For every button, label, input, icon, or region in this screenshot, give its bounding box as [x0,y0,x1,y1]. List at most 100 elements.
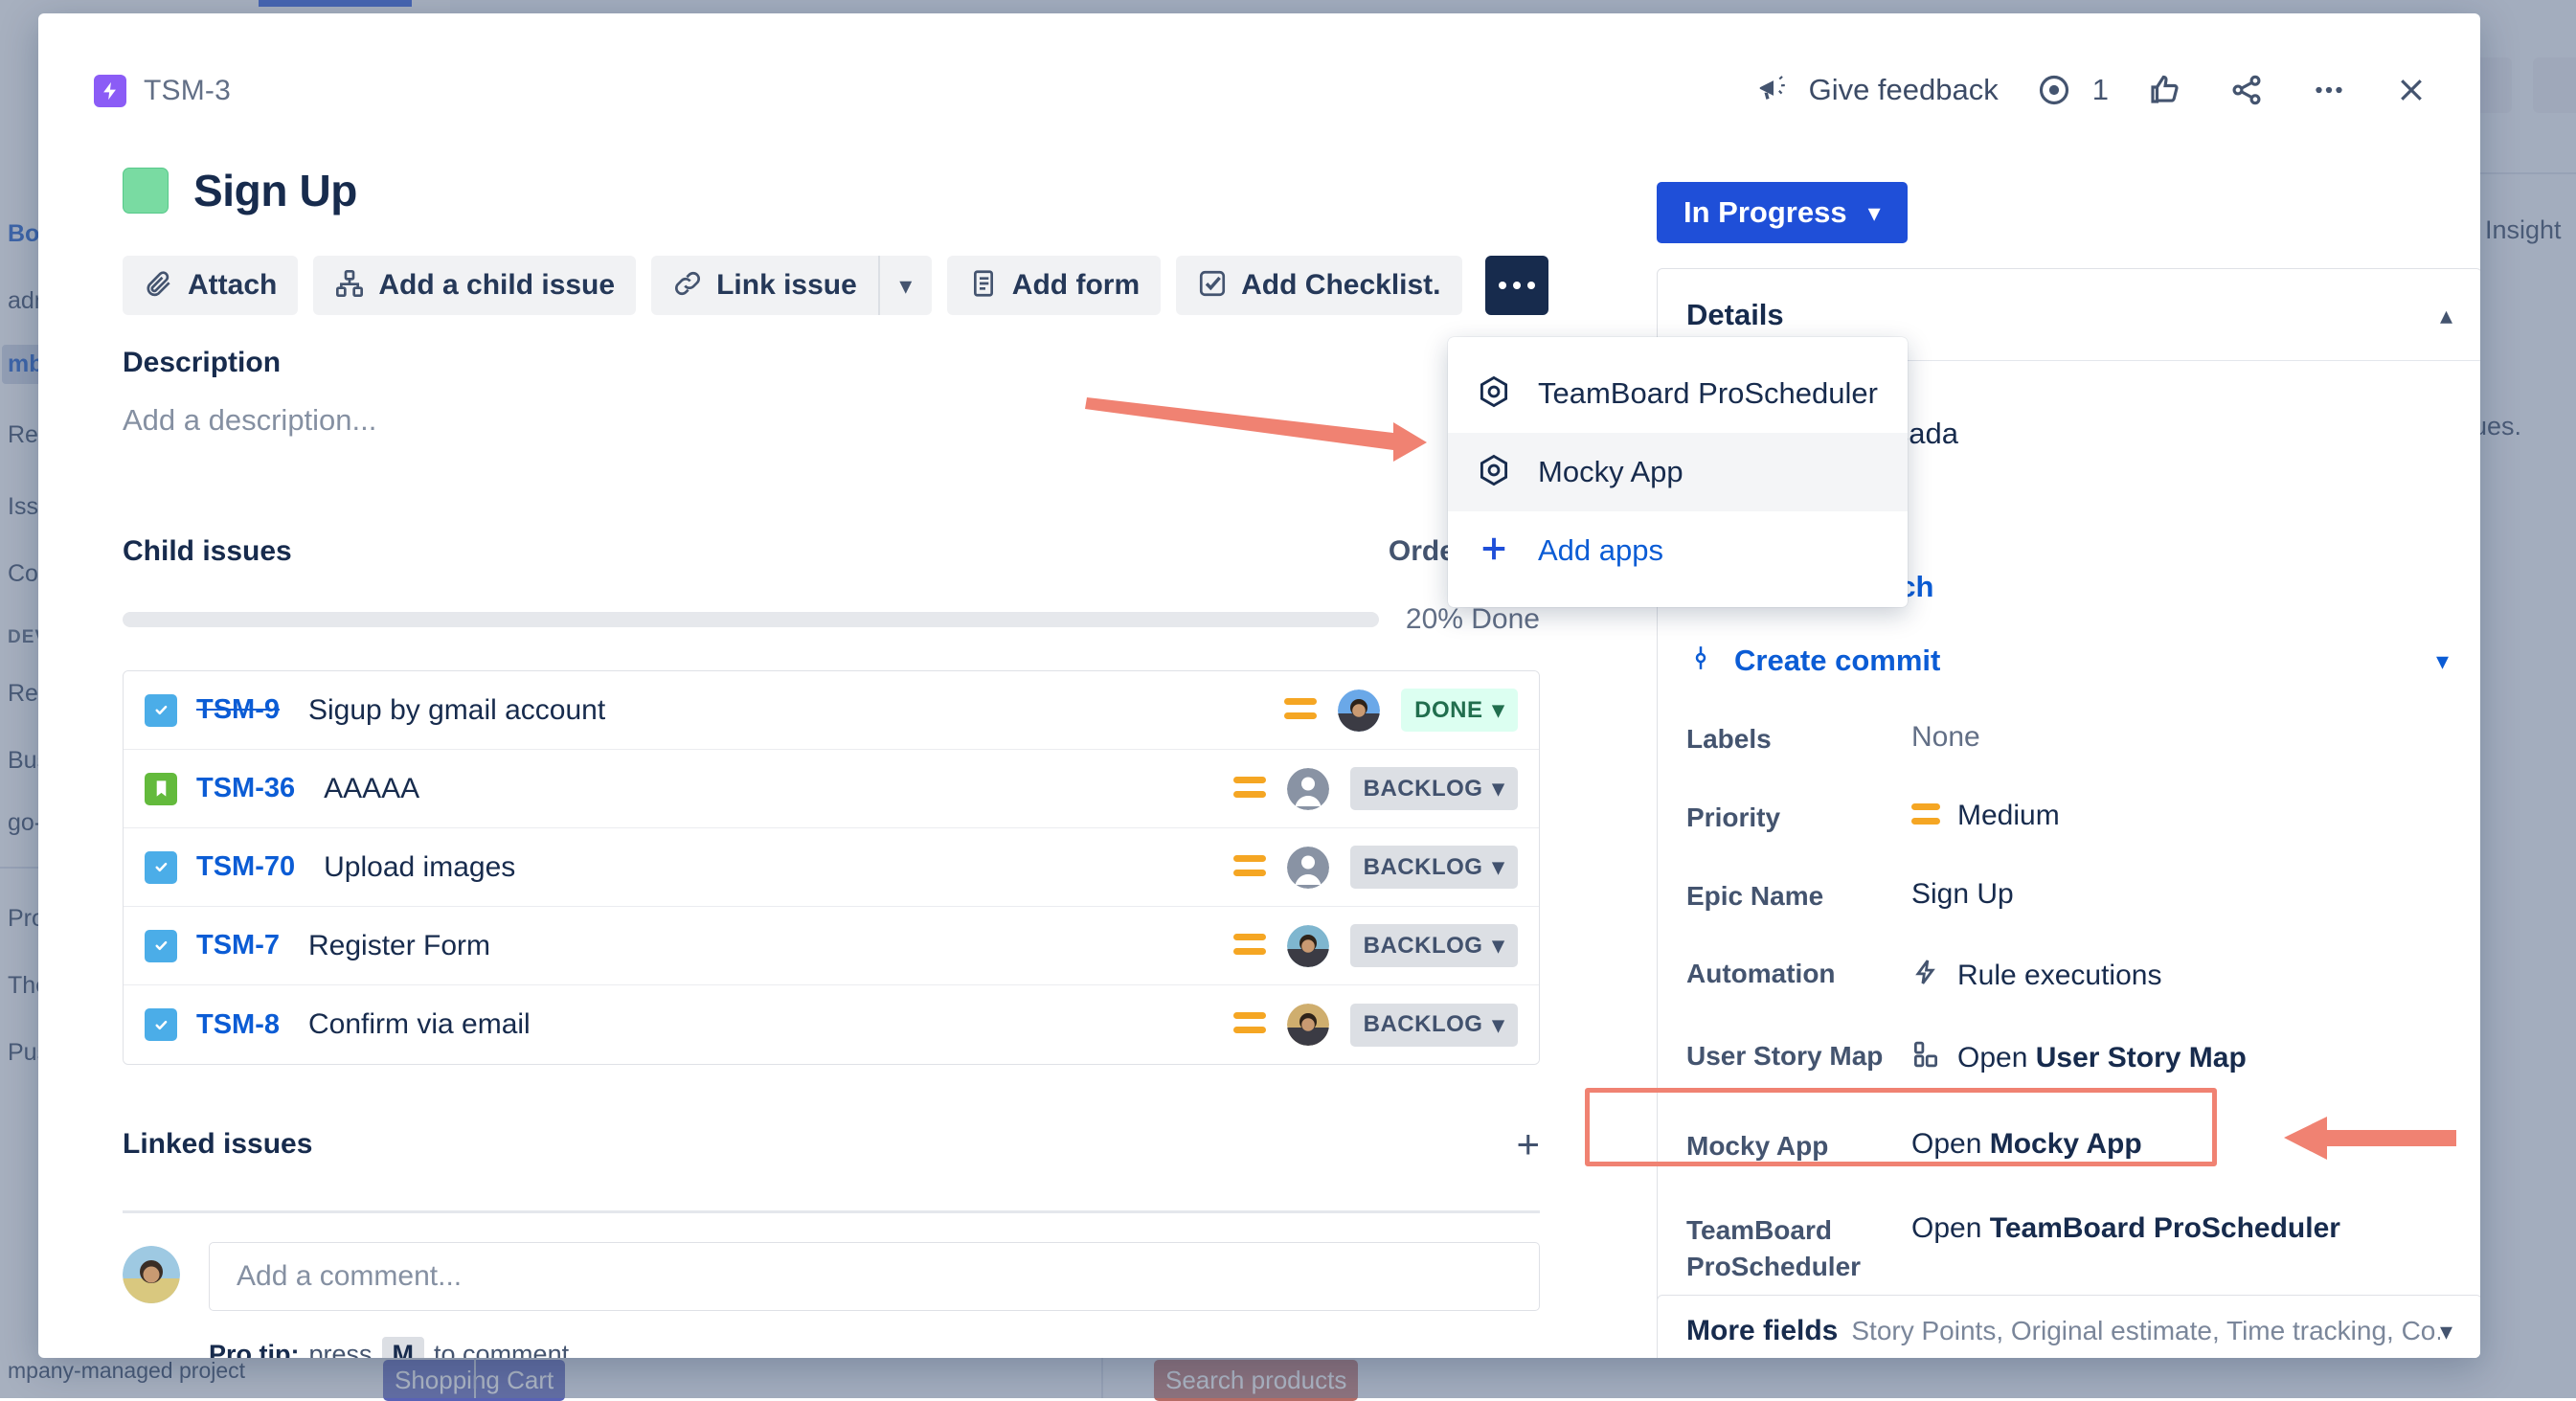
form-icon [968,268,999,304]
close-icon[interactable] [2384,63,2438,117]
status-badge[interactable]: DONE▾ [1401,689,1518,732]
status-badge-label: BACKLOG [1364,933,1483,960]
breadcrumb-issue-key[interactable]: TSM-3 [144,75,231,107]
add-linked-issue-button[interactable]: + [1516,1124,1540,1164]
add-form-button[interactable]: Add form [947,256,1161,315]
status-badge-label: BACKLOG [1364,1011,1483,1038]
issue-title[interactable]: Sign Up [193,165,357,216]
attach-button[interactable]: Attach [123,256,298,315]
chevron-down-icon: ▾ [1492,1011,1504,1039]
status-badge[interactable]: BACKLOG▾ [1350,767,1518,810]
comment-protip: Pro tip: press M to comment [209,1337,569,1358]
child-issue-key[interactable]: TSM-9 [196,694,280,726]
menu-item-add-apps[interactable]: Add apps [1448,511,1908,590]
watch-button[interactable]: 1 [2027,63,2109,117]
table-row[interactable]: TSM-8 Confirm via email BACKLOG ▾ [124,985,1539,1064]
avatar[interactable] [1287,925,1329,967]
protip-key: M [382,1337,425,1358]
breadcrumb[interactable]: TSM-3 [94,75,231,107]
child-issue-key[interactable]: TSM-36 [196,773,295,804]
field-value[interactable]: Open TeamBoard ProScheduler [1911,1212,2340,1245]
child-issue-summary[interactable]: Sigup by gmail account [308,694,1284,727]
link-issue-caret-button[interactable]: ▾ [878,256,932,315]
progress-track [123,612,1379,627]
menu-item-mocky-app[interactable]: Mocky App [1448,433,1908,511]
chevron-down-icon: ▾ [1492,932,1504,960]
avatar[interactable] [1287,768,1329,810]
issue-detail-modal: TSM-3 Give feedback 1 [38,13,2480,1358]
menu-item-label: Mocky App [1538,455,1683,489]
table-row[interactable]: TSM-9 Sigup by gmail account DONE▾ [124,671,1539,750]
avatar[interactable] [1287,847,1329,889]
priority-medium-icon [1911,803,1940,828]
table-row[interactable]: TSM-36 AAAAA BACKLOG▾ [124,750,1539,828]
child-issue-key[interactable]: TSM-8 [196,1009,280,1041]
status-badge[interactable]: BACKLOG ▾ [1350,1004,1518,1047]
priority-medium-icon[interactable] [1233,777,1266,802]
give-feedback-button[interactable]: Give feedback [1755,70,1999,111]
watch-count: 1 [2092,73,2109,107]
avatar[interactable] [1287,1004,1329,1046]
description-heading: Description [123,347,376,379]
field-teamboard-proscheduler: TeamBoard ProScheduler Open TeamBoard Pr… [1686,1212,2452,1285]
create-commit-link[interactable]: Create commit ▾ [1686,642,2452,679]
field-user-story-map: User Story Map Open User Story Map [1686,1038,2452,1078]
status-badge[interactable]: BACKLOG▾ [1350,846,1518,889]
checkbox-checked-icon [1197,268,1228,304]
more-fields-panel[interactable]: More fields Story Points, Original estim… [1657,1295,2480,1358]
field-label: Priority [1686,800,1911,836]
field-value[interactable]: None [1911,721,1980,754]
more-actions-button[interactable] [1485,256,1548,315]
comment-placeholder: Add a comment... [237,1260,462,1293]
mocky-app-text: Open Mocky App [1911,1128,2142,1161]
child-issues-list: TSM-9 Sigup by gmail account DONE▾ TSM-36 AA… [123,670,1540,1065]
child-issue-key[interactable]: TSM-7 [196,930,280,961]
automation-text: Rule executions [1957,960,2161,992]
field-value[interactable]: Rule executions [1911,956,2161,996]
page-title: Sign Up [123,165,357,216]
priority-medium-icon[interactable] [1233,855,1266,880]
child-issues-heading: Child issues [123,535,292,568]
add-checklist-button[interactable]: Add Checklist. [1176,256,1461,315]
avatar[interactable] [1338,689,1380,732]
subtask-icon [145,694,177,727]
chevron-down-icon[interactable]: ▾ [2436,648,2449,673]
protip-suffix: to comment [434,1340,569,1358]
share-icon[interactable] [2220,63,2273,117]
linked-issues-section: Linked issues + [123,1124,1540,1213]
menu-item-label: Add apps [1538,533,1663,568]
ellipsis-icon[interactable] [2302,63,2356,117]
chevron-down-icon: ▾ [1492,696,1504,724]
priority-medium-icon[interactable] [1233,934,1266,959]
menu-item-teamboard-proscheduler[interactable]: TeamBoard ProScheduler [1448,354,1908,433]
table-row[interactable]: TSM-7 Register Form BACKLOG ▾ [124,907,1539,985]
thumbs-up-icon[interactable] [2137,63,2191,117]
comment-input[interactable]: Add a comment... [209,1242,1540,1311]
create-commit-label: Create commit [1734,644,1940,678]
link-issue-button[interactable]: Link issue [651,256,878,315]
add-child-issue-button[interactable]: Add a child issue [313,256,636,315]
field-label: User Story Map [1686,1038,1911,1074]
table-row[interactable]: TSM-70 Upload images BACKLOG▾ [124,828,1539,907]
status-badge[interactable]: BACKLOG ▾ [1350,924,1518,967]
field-value[interactable]: Open Mocky App [1911,1128,2142,1161]
ellipsis-icon [1499,282,1535,289]
child-issue-summary[interactable]: Upload images [324,851,1232,884]
description-input[interactable]: Add a description... [123,403,376,438]
field-priority: Priority Medium [1686,800,2452,836]
priority-medium-icon[interactable] [1284,698,1317,723]
child-issue-summary[interactable]: AAAAA [324,773,1232,805]
field-value[interactable]: Sign Up [1911,878,2014,911]
child-issue-key[interactable]: TSM-70 [196,851,295,883]
priority-text: Medium [1957,800,2060,832]
field-value[interactable]: Open User Story Map [1911,1038,2247,1078]
story-map-text: Open User Story Map [1957,1042,2247,1074]
child-issue-summary[interactable]: Register Form [308,930,1233,962]
child-issue-summary[interactable]: Confirm via email [308,1008,1233,1041]
field-value[interactable]: Medium [1911,800,2060,832]
field-automation: Automation Rule executions [1686,956,2452,996]
status-dropdown-button[interactable]: In Progress ▾ [1657,182,1908,243]
priority-medium-icon[interactable] [1233,1012,1266,1037]
story-map-icon [1911,1038,1940,1078]
field-label: TeamBoard ProScheduler [1686,1212,1911,1285]
